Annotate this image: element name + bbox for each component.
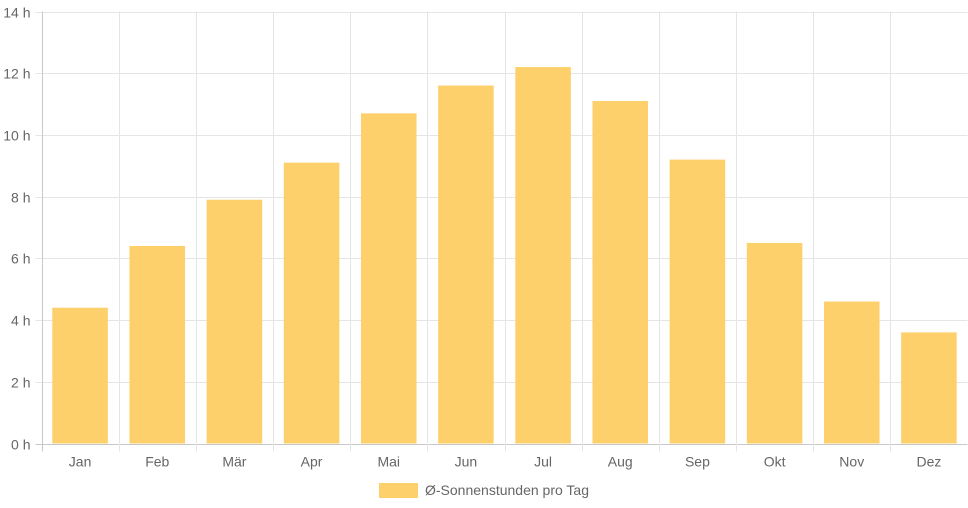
bar-jan[interactable] [52,307,108,444]
legend-swatch [379,483,418,498]
y-axis-ticks: 0 h 2 h 4 h 6 h 8 h 10 h 12 h 14 h [3,5,30,453]
bar-apr[interactable] [283,162,340,444]
x-tick-label: Jun [455,454,478,470]
bar-jul[interactable] [515,67,571,444]
bars [52,67,957,444]
y-tick-label: 14 h [3,5,30,21]
x-tick-label: Dez [916,454,941,470]
bar-okt[interactable] [746,242,803,444]
x-tick-label: Apr [301,454,323,470]
bar-sep[interactable] [669,159,726,444]
bar-nov[interactable] [823,301,880,444]
bar-mär[interactable] [206,199,263,444]
bar-jun[interactable] [438,85,494,444]
grid-lines [35,11,968,452]
y-tick-label: 12 h [3,66,30,82]
x-tick-label: Aug [608,454,633,470]
bar-feb[interactable] [129,246,186,444]
legend-label: Ø-Sonnenstunden pro Tag [425,482,589,498]
y-tick-label: 8 h [11,190,30,206]
legend[interactable]: Ø-Sonnenstunden pro Tag [379,482,589,498]
x-axis-ticks: Jan Feb Mär Apr Mai Jun Jul Aug Sep Okt Nov Dez [69,454,942,470]
x-tick-label: Jul [534,454,552,470]
x-tick-label: Feb [145,454,169,470]
x-tick-label: Mär [222,454,246,470]
bar-mai[interactable] [360,113,417,444]
y-tick-label: 6 h [11,251,30,267]
x-tick-label: Nov [839,454,864,470]
x-tick-label: Jan [69,454,92,470]
x-tick-label: Sep [685,454,710,470]
bar-dez[interactable] [901,332,957,444]
y-tick-label: 10 h [3,128,30,144]
y-tick-label: 4 h [11,313,30,329]
y-tick-label: 0 h [11,437,30,453]
bar-aug[interactable] [592,100,649,444]
y-tick-label: 2 h [11,375,30,391]
x-tick-label: Okt [764,454,786,470]
x-tick-label: Mai [377,454,400,470]
